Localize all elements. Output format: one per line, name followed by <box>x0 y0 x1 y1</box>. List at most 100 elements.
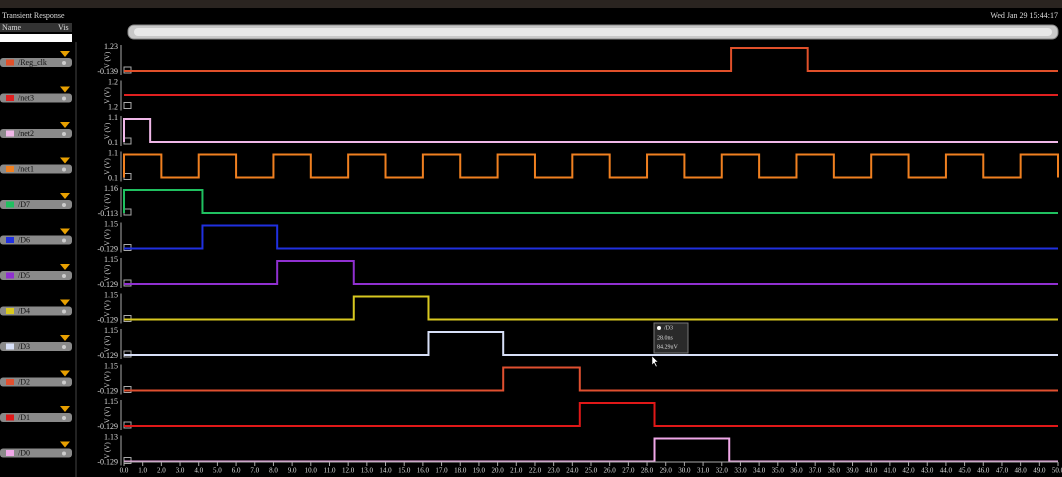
scroll-thumb[interactable] <box>134 28 1052 36</box>
signal-swatch <box>6 130 14 137</box>
vis-icon[interactable] <box>62 380 66 385</box>
signal-pill[interactable] <box>0 413 72 422</box>
y-max-label: 1.15 <box>104 361 118 370</box>
y-max-label: 1.1 <box>108 148 118 157</box>
x-tick-label: 13.0 <box>361 467 374 475</box>
x-tick-label: 29.0 <box>660 467 673 475</box>
x-tick-label: 8.0 <box>269 467 278 475</box>
x-tick-label: 21.0 <box>510 467 523 475</box>
list-header <box>0 23 72 32</box>
y-axis-label: V (V) <box>104 51 112 68</box>
x-tick-label: 27.0 <box>622 467 635 475</box>
y-max-label: 1.23 <box>104 42 118 51</box>
x-tick-label: 22.0 <box>529 467 542 475</box>
x-tick-label: 3.0 <box>176 467 185 475</box>
x-tick-label: 7.0 <box>250 467 259 475</box>
x-tick-label: 16.0 <box>417 467 430 475</box>
vis-icon[interactable] <box>62 416 66 420</box>
signal-name: /D1 <box>18 413 30 422</box>
x-tick-label: 6.0 <box>232 467 241 475</box>
y-max-label: 1.15 <box>104 326 118 335</box>
x-tick-label: 39.0 <box>846 467 859 475</box>
signal-pill[interactable] <box>0 164 72 174</box>
filter-icon[interactable] <box>60 228 70 235</box>
filter-icon[interactable] <box>60 51 70 57</box>
vis-icon[interactable] <box>62 61 66 65</box>
x-tick-label: 25.0 <box>585 467 598 475</box>
filter-icon[interactable] <box>60 264 70 270</box>
x-tick-label: 46.0 <box>977 467 990 475</box>
x-tick-label: 34.0 <box>753 467 766 475</box>
waveform <box>123 189 1058 214</box>
filter-icon[interactable] <box>60 193 70 199</box>
waveform <box>124 47 1058 72</box>
vis-icon[interactable] <box>62 167 66 172</box>
y-axis-label: V (V) <box>104 193 112 210</box>
filter-icon[interactable] <box>60 335 70 341</box>
waveform <box>124 295 1058 321</box>
x-tick-label: 38.0 <box>828 467 841 475</box>
y-axis-label: V (V) <box>104 264 112 281</box>
signal-pill[interactable] <box>0 448 72 458</box>
signal-name: /D0 <box>18 448 30 457</box>
y-max-label: 1.15 <box>104 290 118 299</box>
filter-icon[interactable] <box>60 157 70 164</box>
signal-pill[interactable] <box>0 235 72 245</box>
filter-icon[interactable] <box>60 441 70 448</box>
search-field[interactable] <box>0 34 72 42</box>
trace-marker[interactable] <box>123 102 132 109</box>
filter-icon[interactable] <box>60 370 70 377</box>
signal-name: /net3 <box>18 93 34 102</box>
vis-icon[interactable] <box>62 238 66 243</box>
y-min-label: -0.129 <box>97 315 118 324</box>
signal-name: /net2 <box>18 129 34 138</box>
signal-swatch <box>6 450 14 456</box>
waveform <box>124 366 1058 392</box>
y-max-label: 1.16 <box>104 184 118 193</box>
signal-swatch <box>6 308 14 314</box>
y-min-label: -0.129 <box>97 280 118 289</box>
x-tick-label: 37.0 <box>809 467 822 475</box>
filter-icon[interactable] <box>60 122 70 128</box>
signal-pill[interactable] <box>0 93 72 103</box>
x-tick-label: 18.0 <box>454 467 467 475</box>
signal-swatch <box>6 379 14 385</box>
signal-pill[interactable] <box>0 200 72 209</box>
x-tick-label: 49.0 <box>1033 467 1046 475</box>
vis-icon[interactable] <box>62 274 66 278</box>
signal-pill[interactable] <box>0 129 72 138</box>
x-tick-label: 19.0 <box>473 467 486 475</box>
signal-name: /D7 <box>18 200 30 209</box>
vis-icon[interactable] <box>62 203 66 207</box>
x-tick-label: 23.0 <box>548 467 561 475</box>
vis-icon[interactable] <box>62 132 66 136</box>
signal-pill[interactable] <box>0 58 72 67</box>
waveform <box>124 224 1058 250</box>
x-tick-label: 17.0 <box>435 467 448 475</box>
x-tick-label: 48.0 <box>1015 467 1028 475</box>
title-bar <box>0 0 1062 8</box>
tooltip-dot <box>657 326 661 330</box>
signal-pill[interactable] <box>0 377 72 387</box>
vis-icon[interactable] <box>62 345 66 349</box>
signal-name: /D3 <box>18 342 30 351</box>
signal-swatch <box>6 95 14 101</box>
signal-pill[interactable] <box>0 342 72 351</box>
vis-icon[interactable] <box>62 309 66 314</box>
signal-swatch <box>6 343 14 350</box>
vis-icon[interactable] <box>62 451 66 456</box>
signal-swatch <box>6 414 14 421</box>
x-tick-label: 14.0 <box>379 467 392 475</box>
filter-icon[interactable] <box>60 406 70 412</box>
signal-pill[interactable] <box>0 271 72 280</box>
filter-icon[interactable] <box>60 299 70 306</box>
x-tick-label: 35.0 <box>772 467 785 475</box>
signal-pill[interactable] <box>0 306 72 316</box>
x-tick-label: 43.0 <box>921 467 934 475</box>
filter-icon[interactable] <box>60 86 70 93</box>
x-tick-label: 30.0 <box>678 467 691 475</box>
waveform <box>123 118 1058 143</box>
signal-swatch <box>6 166 14 172</box>
vis-icon[interactable] <box>62 96 66 101</box>
